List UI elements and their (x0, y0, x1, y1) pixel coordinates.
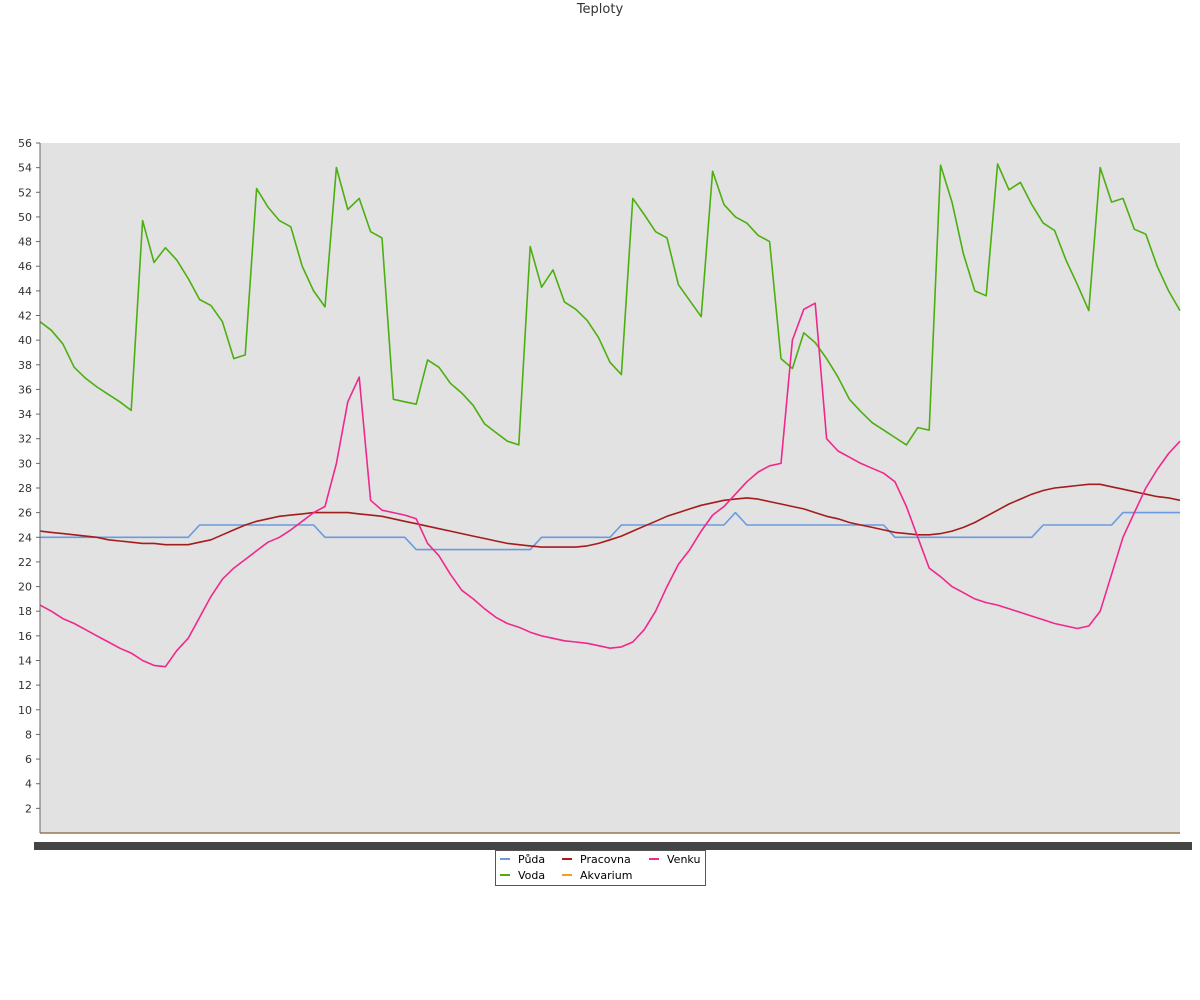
legend: Půda Pracovna Venku Voda Akvarium (495, 850, 706, 886)
y-tick-label: 36 (18, 383, 32, 396)
y-tick-label: 56 (18, 137, 32, 150)
legend-swatch-akvarium (562, 874, 572, 876)
y-tick-label: 20 (18, 581, 32, 594)
y-tick-label: 46 (18, 260, 32, 273)
plot-area (40, 143, 1180, 833)
legend-label-puda: Půda (518, 853, 546, 866)
legend-swatch-venku (649, 858, 659, 860)
chart-title: Teploty (576, 2, 624, 17)
legend-swatch-voda (500, 874, 510, 876)
y-tick-label: 50 (18, 211, 32, 224)
y-tick-label: 42 (18, 310, 32, 323)
y-tick-label: 24 (18, 531, 32, 544)
y-tick-label: 14 (18, 655, 32, 668)
legend-item-akvarium: Akvarium (562, 869, 632, 883)
y-tick-label: 2 (25, 802, 32, 815)
y-tick-label: 30 (18, 457, 32, 470)
y-tick-label: 12 (18, 679, 32, 692)
y-tick-label: 44 (18, 285, 32, 298)
y-tick-label: 16 (18, 630, 32, 643)
y-tick-label: 6 (25, 753, 32, 766)
y-tick-label: 26 (18, 507, 32, 520)
legend-swatch-pracovna (562, 858, 572, 860)
y-tick-label: 52 (18, 186, 32, 199)
legend-item-voda: Voda (500, 869, 545, 883)
y-tick-label: 28 (18, 482, 32, 495)
y-tick-label: 40 (18, 334, 32, 347)
legend-label-akvarium: Akvarium (580, 869, 633, 882)
series-line-voda (39, 163, 1181, 446)
series-line-pracovna (39, 483, 1181, 548)
legend-item-puda: Půda (500, 853, 545, 867)
y-tick-label: 32 (18, 433, 32, 446)
y-axis: 2468101214161820222426283032343638404244… (18, 137, 40, 815)
series-line-puda (40, 511, 1180, 551)
y-tick-label: 22 (18, 556, 32, 569)
y-tick-label: 4 (25, 778, 32, 791)
legend-label-pracovna: Pracovna (580, 853, 631, 866)
y-tick-label: 48 (18, 236, 32, 249)
y-tick-label: 18 (18, 605, 32, 618)
y-tick-label: 8 (25, 728, 32, 741)
y-tick-label: 54 (18, 162, 32, 175)
legend-item-pracovna: Pracovna (562, 853, 631, 867)
y-tick-label: 38 (18, 359, 32, 372)
legend-item-venku: Venku (649, 853, 700, 867)
y-tick-label: 34 (18, 408, 32, 421)
legend-label-venku: Venku (667, 853, 701, 866)
y-tick-label: 10 (18, 704, 32, 717)
series-line-venku (39, 302, 1181, 668)
x-axis-band (34, 842, 1192, 850)
legend-swatch-puda (500, 858, 510, 860)
legend-label-voda: Voda (518, 869, 546, 882)
